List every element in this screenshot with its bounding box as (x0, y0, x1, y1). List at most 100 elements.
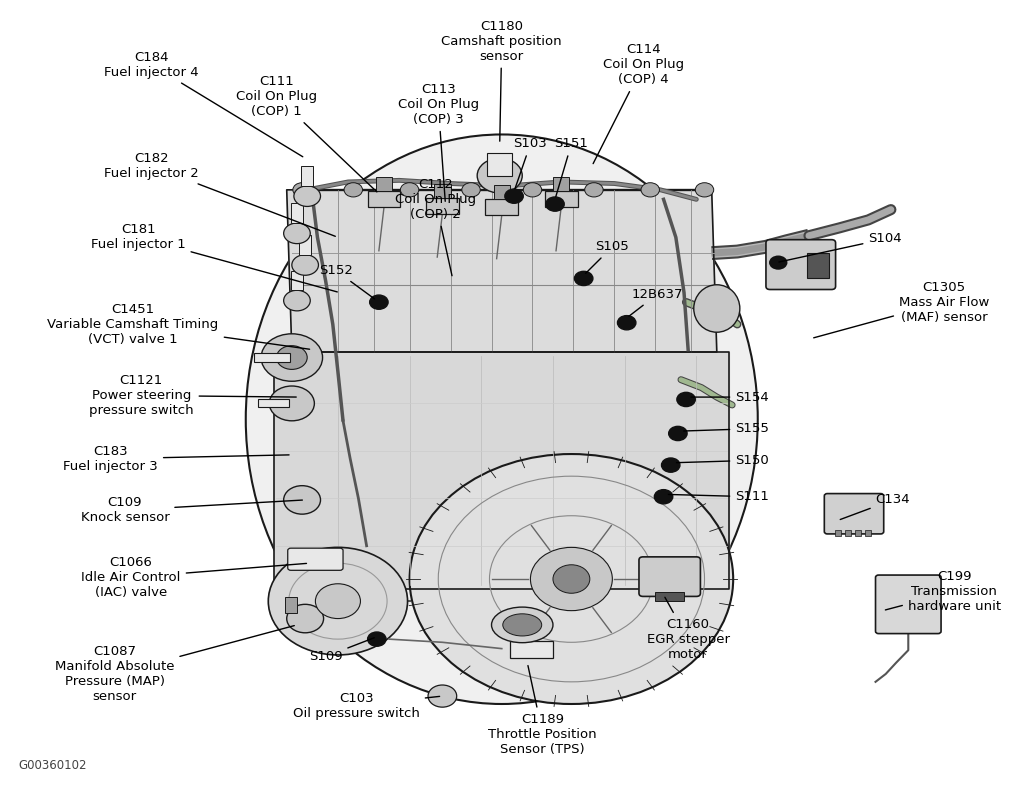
Circle shape (585, 183, 603, 197)
Circle shape (261, 334, 323, 381)
Bar (494, 185, 510, 199)
Text: 12B637: 12B637 (629, 288, 683, 316)
Text: C114
Coil On Plug
(COP) 4: C114 Coil On Plug (COP) 4 (593, 44, 684, 164)
Circle shape (654, 490, 673, 504)
Bar (254, 353, 290, 362)
Text: C112
Coil On Plug
(COP) 2: C112 Coil On Plug (COP) 2 (394, 178, 476, 276)
Text: S155: S155 (684, 422, 769, 435)
Text: C1160
EGR stepper
motor: C1160 EGR stepper motor (646, 597, 730, 660)
Circle shape (428, 685, 457, 707)
Ellipse shape (694, 285, 739, 332)
Circle shape (294, 186, 321, 206)
Circle shape (462, 183, 480, 197)
Ellipse shape (492, 607, 553, 642)
Ellipse shape (246, 134, 758, 704)
Ellipse shape (503, 614, 542, 636)
FancyBboxPatch shape (639, 557, 700, 596)
Bar (807, 253, 829, 278)
Bar (545, 191, 578, 207)
Circle shape (269, 386, 314, 421)
Text: C1451
Variable Camshaft Timing
(VCT) valve 1: C1451 Variable Camshaft Timing (VCT) val… (47, 303, 309, 350)
Bar (485, 199, 518, 215)
Text: S109: S109 (309, 638, 374, 663)
Circle shape (695, 183, 714, 197)
Circle shape (276, 346, 307, 369)
Bar (291, 271, 303, 290)
Circle shape (477, 158, 522, 193)
Circle shape (769, 255, 787, 270)
Bar (510, 641, 553, 658)
Circle shape (669, 426, 687, 441)
Bar (285, 597, 297, 613)
Text: S152: S152 (318, 264, 375, 299)
Text: S151: S151 (554, 138, 589, 197)
FancyBboxPatch shape (766, 240, 836, 290)
Circle shape (293, 183, 311, 197)
Text: C1305
Mass Air Flow
(MAF) sensor: C1305 Mass Air Flow (MAF) sensor (814, 281, 989, 338)
Circle shape (268, 547, 408, 655)
Circle shape (370, 295, 388, 309)
Text: C1066
Idle Air Control
(IAC) valve: C1066 Idle Air Control (IAC) valve (81, 556, 306, 599)
Text: S103: S103 (514, 138, 547, 189)
Circle shape (410, 454, 733, 704)
Text: C1189
Throttle Position
Sensor (TPS): C1189 Throttle Position Sensor (TPS) (488, 665, 597, 755)
Circle shape (284, 290, 310, 311)
Circle shape (546, 197, 564, 211)
Circle shape (344, 183, 362, 197)
Bar (845, 530, 851, 536)
Bar (553, 177, 569, 191)
Bar (368, 191, 400, 207)
Circle shape (368, 632, 386, 646)
Bar (301, 166, 313, 186)
Bar (299, 235, 311, 255)
Bar (865, 530, 871, 536)
Text: C111
Coil On Plug
(COP) 1: C111 Coil On Plug (COP) 1 (236, 75, 377, 192)
Polygon shape (287, 190, 717, 352)
Bar (426, 198, 459, 214)
FancyBboxPatch shape (824, 494, 884, 534)
Bar (376, 177, 392, 191)
Text: S111: S111 (669, 490, 769, 503)
Text: C181
Fuel injector 1: C181 Fuel injector 1 (91, 223, 337, 292)
Bar (291, 203, 303, 223)
Circle shape (553, 565, 590, 593)
Circle shape (284, 223, 310, 244)
Bar (434, 184, 451, 198)
Circle shape (292, 255, 318, 275)
Text: C113
Coil On Plug
(COP) 3: C113 Coil On Plug (COP) 3 (397, 83, 479, 201)
Text: S104: S104 (779, 233, 902, 262)
Bar (655, 592, 684, 601)
Text: C183
Fuel injector 3: C183 Fuel injector 3 (63, 445, 289, 473)
Text: C134: C134 (841, 494, 910, 520)
Text: C184
Fuel injector 4: C184 Fuel injector 4 (104, 51, 303, 157)
Text: C1087
Manifold Absolute
Pressure (MAP)
sensor: C1087 Manifold Absolute Pressure (MAP) s… (55, 626, 294, 703)
FancyBboxPatch shape (288, 548, 343, 570)
Circle shape (523, 183, 542, 197)
Text: C109
Knock sensor: C109 Knock sensor (81, 496, 302, 524)
Circle shape (530, 547, 612, 611)
Text: S150: S150 (677, 454, 769, 467)
Circle shape (284, 486, 321, 514)
Circle shape (617, 316, 636, 330)
Bar (258, 399, 289, 407)
Text: S105: S105 (586, 240, 629, 274)
Text: C1180
Camshaft position
sensor: C1180 Camshaft position sensor (441, 20, 562, 141)
Text: G00360102: G00360102 (18, 759, 87, 772)
Text: C182
Fuel injector 2: C182 Fuel injector 2 (104, 152, 335, 237)
Circle shape (574, 271, 593, 286)
Text: C199
Transmission
hardware unit: C199 Transmission hardware unit (886, 570, 1000, 613)
Polygon shape (274, 352, 729, 589)
Circle shape (400, 183, 419, 197)
Text: S154: S154 (691, 391, 769, 403)
Bar (835, 530, 841, 536)
Circle shape (662, 458, 680, 472)
FancyBboxPatch shape (876, 575, 941, 634)
Circle shape (641, 183, 659, 197)
Bar (855, 530, 861, 536)
Text: C103
Oil pressure switch: C103 Oil pressure switch (293, 691, 439, 720)
Circle shape (287, 604, 324, 633)
Circle shape (505, 189, 523, 203)
Circle shape (315, 584, 360, 619)
Text: C1121
Power steering
pressure switch: C1121 Power steering pressure switch (89, 374, 296, 417)
Bar (487, 153, 512, 176)
